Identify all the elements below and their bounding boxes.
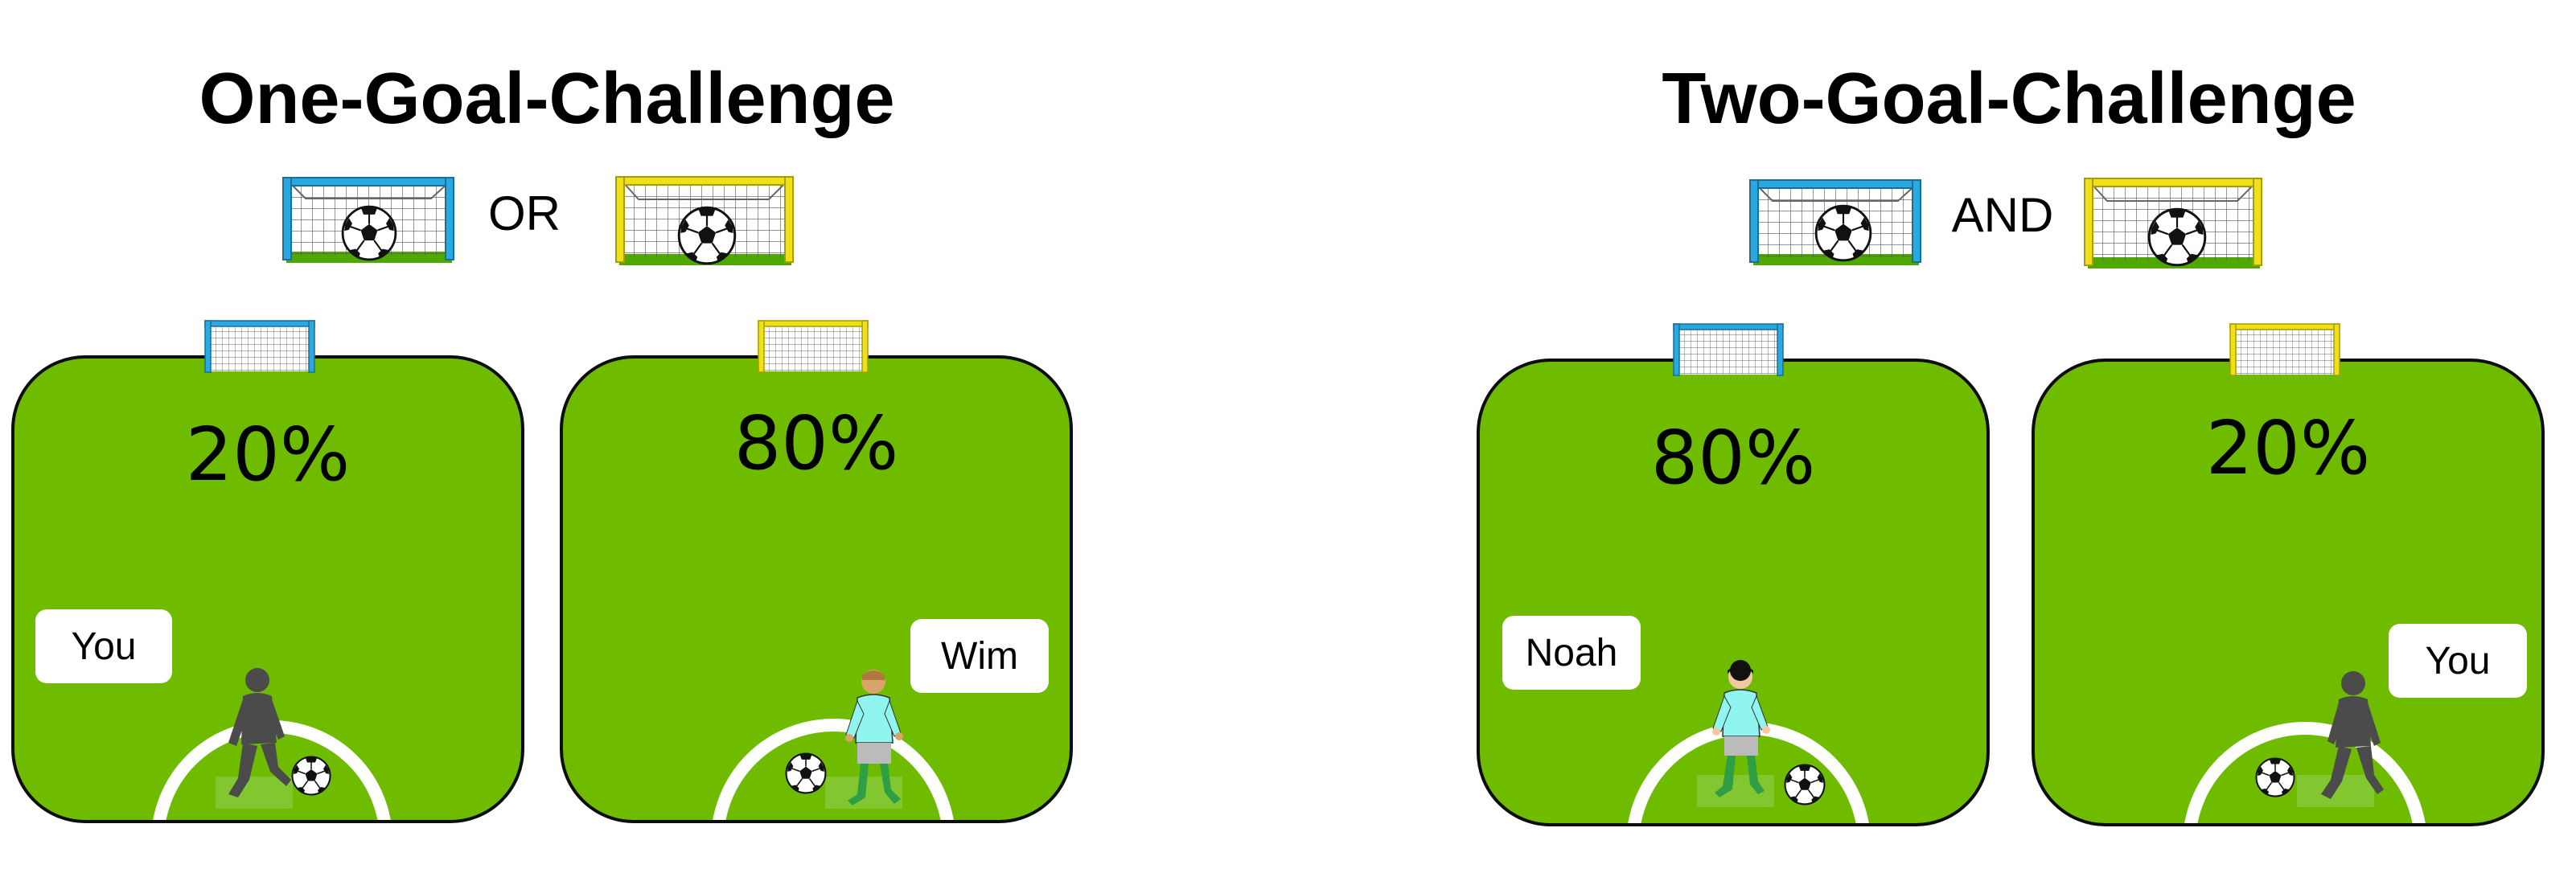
player-name-badge: Noah [1502,616,1641,690]
soccer-ball-icon [341,205,397,261]
soccer-ball-icon [2255,757,2295,797]
field-one-goal-blue: 20% You [11,355,524,823]
player-name-badge: Wim [910,619,1049,693]
blue-goal-with-ball-icon [1749,179,1921,265]
field-one-goal-yellow: 80% Wim [560,355,1073,823]
soccer-ball-icon [785,752,827,794]
success-percent: 20% [185,412,351,498]
or-connector: OR [488,186,561,240]
and-connector: AND [1951,188,2054,242]
blue-mini-goal-icon [1673,323,1784,376]
two-goal-challenge-title: Two-Goal-Challenge [1662,59,2356,139]
player-icon [845,670,903,805]
player-icon [2321,671,2384,799]
player-name-badge: You [35,609,172,683]
success-percent: 80% [733,400,899,486]
yellow-goal-with-ball-icon [2084,178,2262,268]
success-percent: 20% [2205,405,2371,491]
one-goal-challenge-title: One-Goal-Challenge [199,59,895,139]
yellow-goal-with-ball-icon [615,176,794,265]
field-two-goal-yellow: 20% You [2032,359,2545,826]
blue-goal-with-ball-icon [282,177,454,263]
soccer-ball-icon [291,756,331,796]
soccer-ball-icon [1784,764,1826,805]
player-icon [228,668,291,797]
player-icon [1712,660,1770,797]
player-name-badge: You [2389,624,2527,698]
success-percent: 80% [1650,415,1816,501]
blue-mini-goal-icon [204,320,315,373]
field-two-goal-blue: 80% Noah [1477,359,1990,826]
yellow-mini-goal-icon [2229,323,2340,376]
yellow-mini-goal-icon [758,320,869,373]
